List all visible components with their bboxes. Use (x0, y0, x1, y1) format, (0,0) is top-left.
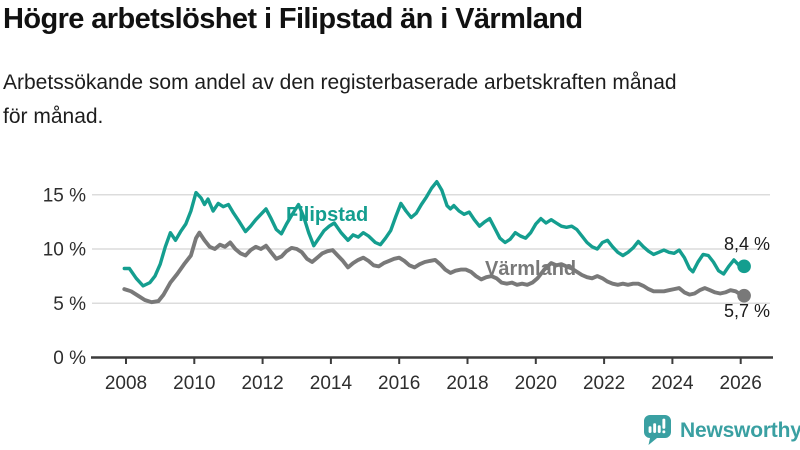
chart-subtitle: Arbetssökande som andel av den registerb… (3, 66, 783, 134)
end-value-varmland: 5,7 % (723, 301, 770, 321)
newsworthy-logo: Newsworthy (644, 415, 800, 446)
x-tick-label: 2022 (583, 373, 625, 394)
y-tick-label: 10 % (43, 240, 86, 261)
y-tick-label: 5 % (53, 294, 86, 315)
end-dot-värmland (737, 288, 751, 303)
end-dot-filipstad (737, 259, 751, 274)
end-value-filipstad: 8,4 % (723, 234, 770, 254)
x-tick-label: 2008 (105, 373, 147, 394)
x-tick-label: 2014 (310, 373, 353, 394)
x-tick-label: 2010 (173, 373, 215, 394)
subtitle-line-1: Arbetssökande som andel av den registerb… (3, 71, 677, 94)
x-tick-label: 2018 (446, 373, 488, 394)
x-tick-label: 2024 (651, 373, 694, 394)
page-title: Högre arbetslöshet i Filipstad än i Värm… (3, 3, 583, 35)
series-label-varmland: Värmland (485, 258, 577, 280)
series-line-filipstad (122, 179, 746, 288)
y-tick-label: 15 % (43, 185, 86, 206)
x-tick-label: 2026 (720, 373, 762, 394)
y-tick-label: 0 % (53, 348, 86, 369)
x-tick-label: 2020 (515, 373, 557, 394)
newsworthy-bar-chart-bubble-icon (644, 415, 671, 445)
series-line-värmland (122, 230, 747, 305)
newsworthy-logo-text: Newsworthy (680, 418, 800, 442)
subtitle-line-2: för månad. (3, 105, 104, 128)
x-tick-label: 2016 (378, 373, 420, 394)
x-tick-label: 2012 (241, 373, 283, 394)
series-label-filipstad: Filipstad (286, 204, 369, 226)
